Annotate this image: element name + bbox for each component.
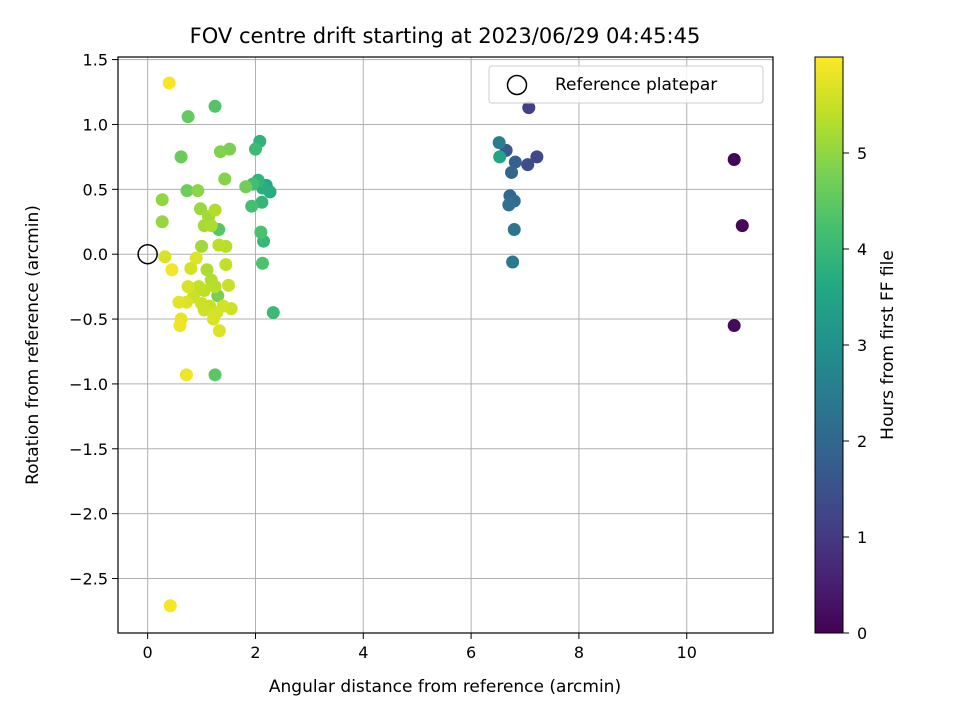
x-tick-label: 4 [358,643,368,662]
scatter-point [162,76,176,90]
scatter-point [727,319,741,333]
y-tick-label: 0.0 [83,245,108,264]
scatter-point [507,223,521,237]
scatter-point [197,303,211,317]
y-tick-label: −2.5 [69,570,108,589]
scatter-point [521,158,535,172]
scatter-point [213,145,227,159]
grid-lines [118,57,773,633]
x-tick-label: 0 [143,643,153,662]
scatter-point [492,136,506,150]
scatter-point [219,258,233,272]
scatter-point [530,150,544,164]
reference-platepar-marker [137,243,158,265]
y-tick-label: 1.0 [83,115,108,134]
colorbar-tick-label: 4 [857,240,867,259]
y-tick-label: 1.5 [83,51,108,70]
scatter-point [192,280,206,294]
scatter-point [181,110,195,124]
x-tick-label: 2 [250,643,260,662]
scatter-point [239,180,253,194]
scatter-point [200,263,214,277]
y-tick-label: −2.0 [69,505,108,524]
legend-label: Reference platepar [555,75,717,95]
y-axis-label: Rotation from reference (arcmin) [23,205,43,485]
scatter-point [212,324,226,338]
y-tick-label: 0.5 [83,180,108,199]
y-axis-ticks: 1.5 1.0 0.5 0.0 −0.5 −1.0 −1.5 −2.0 −2.5 [69,51,118,589]
colorbar-ticks: 0 1 2 3 4 5 [843,144,867,643]
scatter-point [163,599,177,613]
y-tick-label: −1.5 [69,440,108,459]
scatter-point [204,219,218,233]
scatter-point [508,155,522,169]
scatter-point [522,101,536,115]
scatter-point [158,250,172,264]
legend-box [488,65,764,104]
scatter-point [505,165,519,179]
colorbar-tick-label: 1 [857,528,867,547]
scatter-point [173,319,187,333]
colorbar-tick-label: 0 [857,624,867,643]
x-tick-label: 10 [677,643,697,662]
x-tick-label: 8 [574,643,584,662]
scatter-point [506,255,520,269]
x-tick-label: 6 [466,643,476,662]
scatter-point [195,239,209,253]
data-points [155,76,749,613]
scatter-point [189,251,203,265]
scatter-point [254,225,268,239]
scatter-point [184,261,198,275]
y-tick-label: −1.0 [69,375,108,394]
x-axis-ticks: 0 2 4 6 8 10 [143,633,697,662]
scatter-point [180,184,194,198]
scatter-point [266,306,280,320]
colorbar-tick-label: 3 [857,336,867,355]
legend-marker [506,74,528,96]
colorbar-tick-label: 5 [857,144,867,163]
scatter-point [174,150,188,164]
scatter-point [206,312,220,326]
scatter-point [179,368,193,382]
y-tick-label: −0.5 [69,310,108,329]
scatter-point [727,152,741,166]
scatter-point [212,238,226,252]
scatter-point [208,368,222,382]
scatter-point [502,198,516,212]
scatter-point [208,99,222,113]
scatter-point [493,150,507,164]
colorbar [814,56,844,634]
chart-title: FOV centre drift starting at 2023/06/29 … [190,24,701,48]
scatter-point [255,256,269,270]
scatter-point [222,278,236,292]
scatter-point [218,172,232,186]
scatter-point [191,184,205,198]
x-axis-label: Angular distance from reference (arcmin) [269,677,621,697]
colorbar-tick-label: 2 [857,432,867,451]
scatter-point [735,219,749,233]
scatter-point [193,202,207,216]
scatter-point [155,215,169,229]
scatter-point [255,195,269,209]
scatter-point [248,142,262,156]
plot-frame [117,56,774,634]
legend: Reference platepar [488,65,764,104]
scatter-point [245,199,259,213]
scatter-point [208,280,222,294]
scatter-point [181,280,195,294]
colorbar-label: Hours from first FF file [878,250,898,440]
scatter-point [172,295,186,309]
scatter-point [155,193,169,207]
scatter-point [165,263,179,277]
scatter-point [208,203,222,217]
